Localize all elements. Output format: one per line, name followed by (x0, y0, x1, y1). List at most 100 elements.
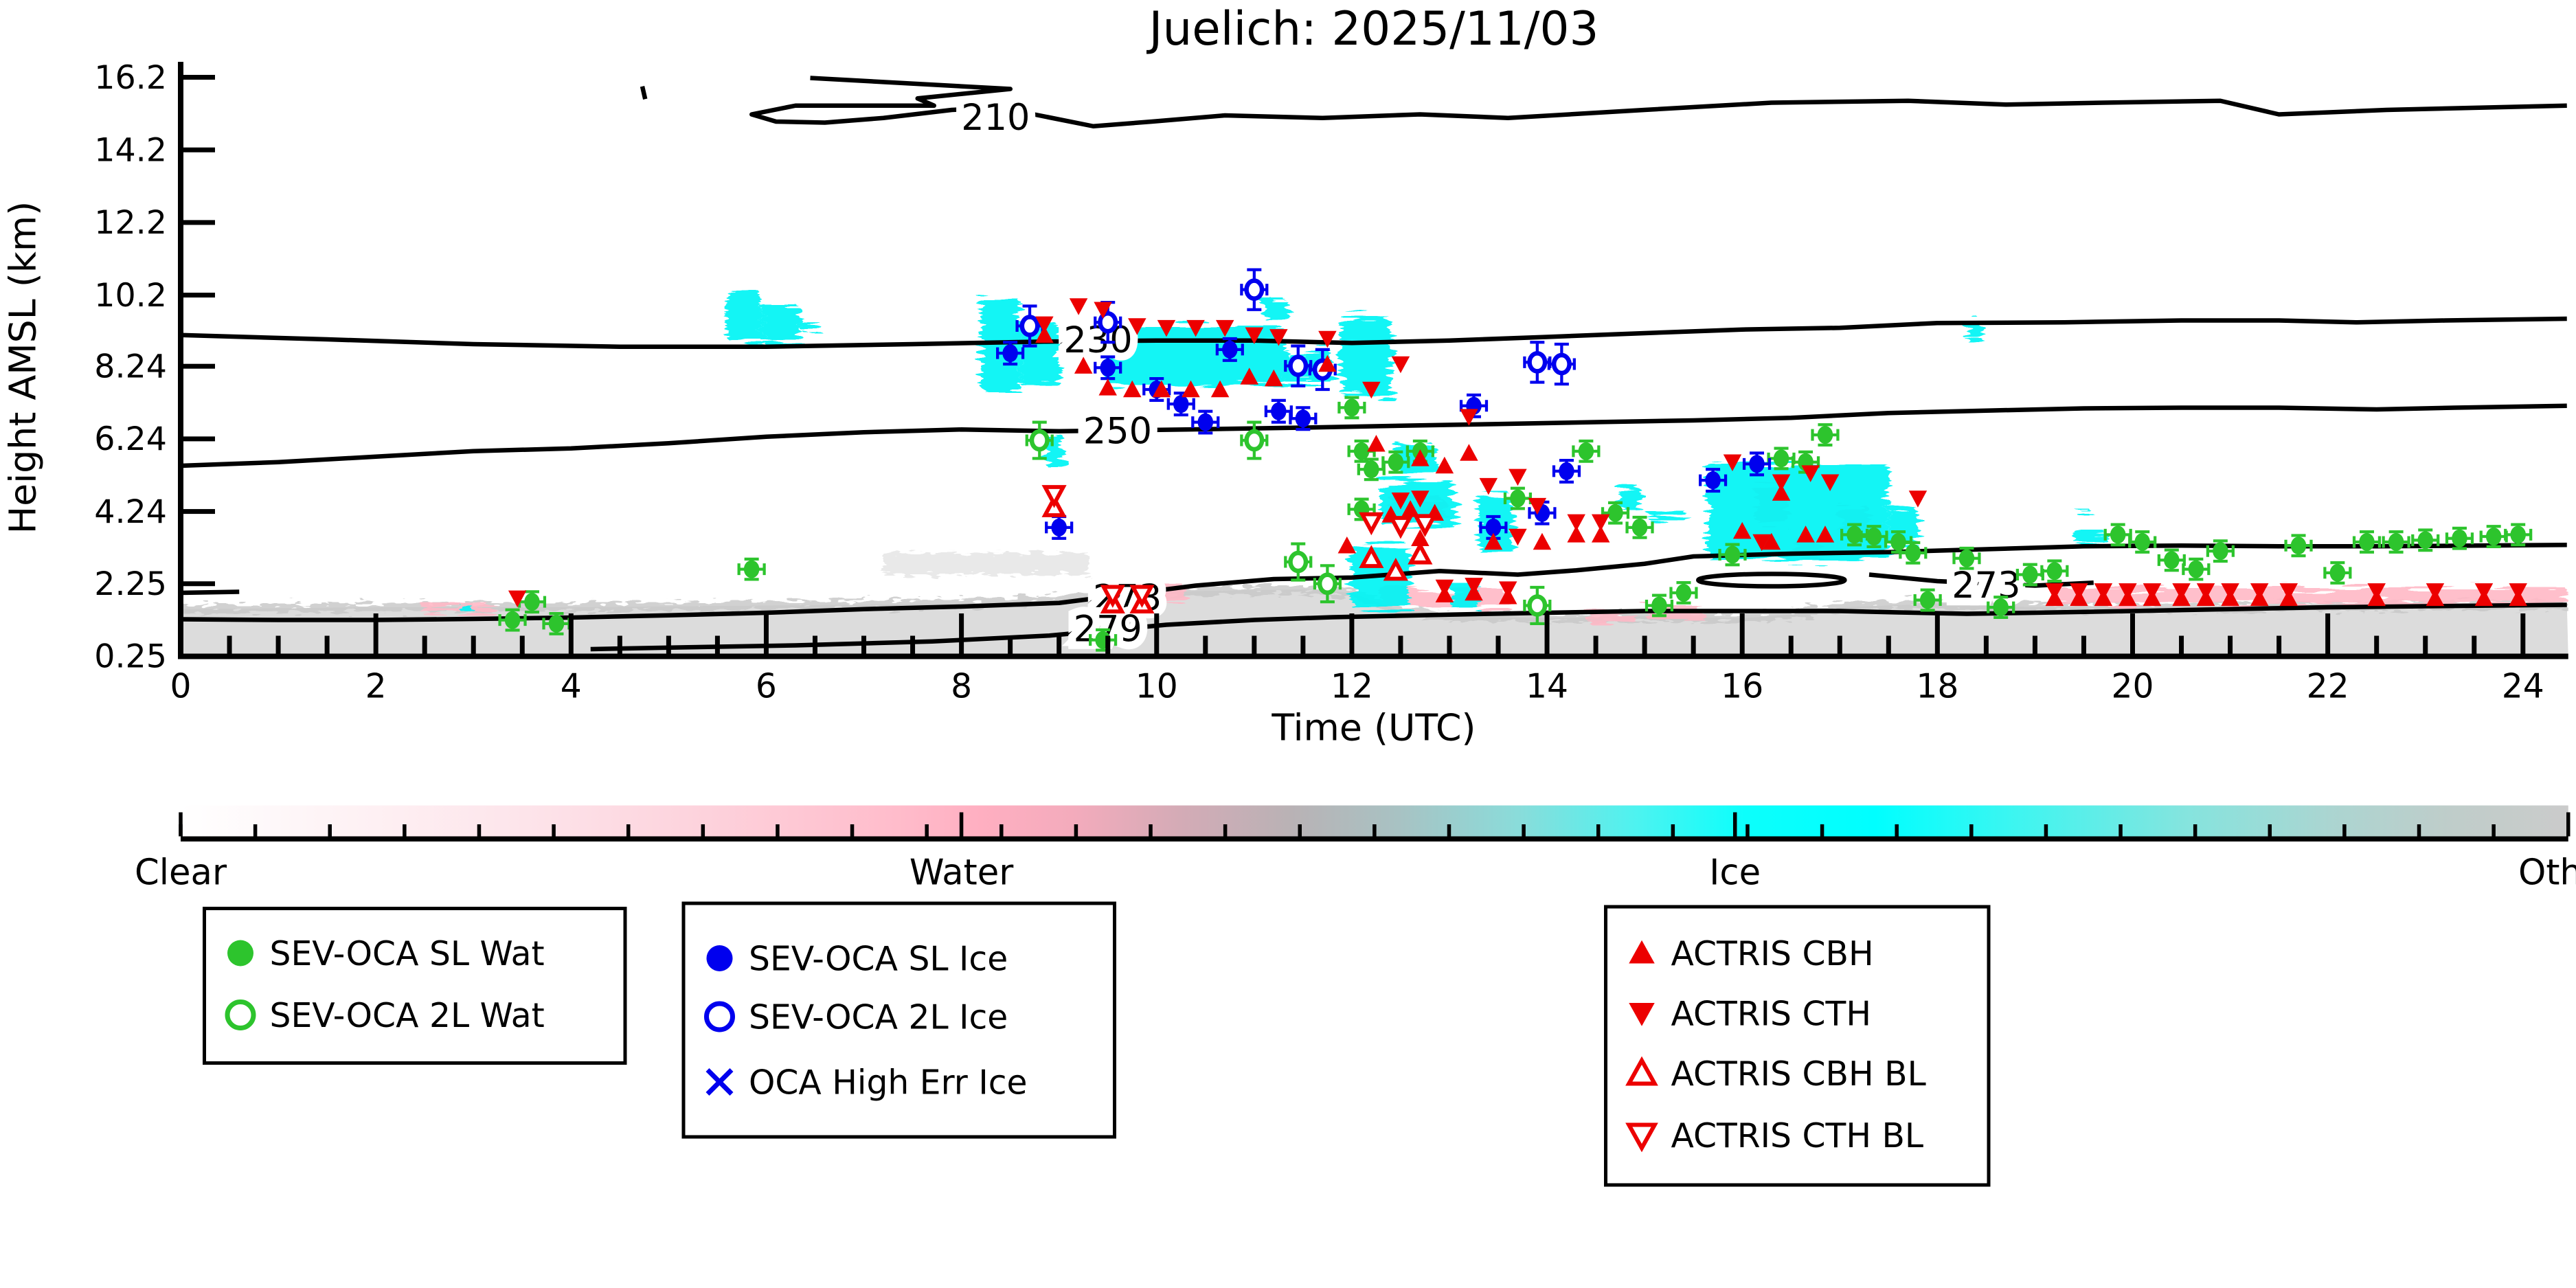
x-tick-minor (1886, 635, 1891, 657)
colorbar-tick-minor (1223, 824, 1228, 837)
x-tick-minor (324, 635, 330, 657)
y-tick (181, 436, 215, 442)
x-tick-minor (2374, 635, 2380, 657)
series-actris-cth (508, 298, 2527, 608)
region-ice (727, 291, 762, 341)
cth-bl-marker-icon (1623, 1116, 1661, 1154)
x-tick-label: 4 (561, 668, 582, 706)
axes: 16.214.212.210.28.246.244.242.250.250 2 4 6… (94, 59, 2568, 706)
x-tick-label: 0 (170, 668, 191, 706)
x-tick-label: 12 (1331, 668, 1373, 706)
x-tick-minor (1008, 635, 1013, 657)
contour-label-273: 273 (1952, 565, 2020, 607)
x-tick-minor (1252, 635, 1257, 657)
contour-273 (180, 589, 240, 596)
y-tick (181, 363, 215, 369)
colorbar-tick-minor (2417, 824, 2421, 837)
x-tick-label: 14 (1526, 668, 1568, 706)
colorbar-tick-minor (1895, 824, 1899, 837)
2l-ice-marker-icon (701, 998, 738, 1036)
colorbar-tick-minor (477, 824, 482, 837)
y-tick (181, 581, 215, 587)
colorbar-tick-minor (1447, 824, 1451, 837)
legend-box-actris: ACTRIS CBH ACTRIS CTH ACTRIS CBH BL ACTR… (1604, 905, 1991, 1187)
colorbar-tick-minor (1149, 824, 1153, 837)
colorbar-tick-minor (2342, 824, 2347, 837)
legend-item-sl-wat: SEV-OCA SL Wat (222, 934, 545, 973)
x-tick-minor (1691, 635, 1696, 657)
colorbar-tick-minor (328, 824, 332, 837)
colorbar-tick-minor (403, 824, 407, 837)
y-axis-spine (178, 62, 183, 659)
colorbar-label: Other (2518, 852, 2576, 894)
region-ice (458, 605, 474, 611)
colorbar-label: Ice (1709, 852, 1761, 894)
colorbar-tick-minor (999, 824, 1004, 837)
legend-item-high-err-ice: OCA High Err Ice (701, 1062, 1028, 1102)
x-axis-label: Time (UTC) (1272, 708, 1476, 751)
x-tick-major (1349, 613, 1355, 657)
x-tick-minor (1837, 635, 1842, 657)
y-axis-label: Height AMSL (km) (2, 201, 46, 534)
region-ice (1649, 512, 1689, 522)
x-tick-minor (1447, 635, 1452, 657)
colorbar-tick-minor (2268, 824, 2272, 837)
x-tick-major (373, 613, 379, 657)
x-tick-label: 16 (1721, 668, 1763, 706)
region-ice (800, 320, 820, 332)
x-tick-label: 18 (1916, 668, 1958, 706)
y-tick-label: 10.2 (94, 277, 167, 315)
x-tick-major (959, 613, 964, 657)
y-tick-label: 6.24 (94, 420, 167, 458)
x-tick-minor (1300, 635, 1306, 657)
colorbar-tick-minor (2492, 824, 2496, 837)
legend-label: OCA High Err Ice (749, 1062, 1028, 1102)
legend-label: ACTRIS CBH (1671, 933, 1874, 973)
x-tick-minor (861, 635, 867, 657)
x-axis-spine (178, 653, 2568, 659)
cth-marker-icon (1623, 995, 1661, 1032)
legend-item-sl-ice: SEV-OCA SL Ice (701, 938, 1008, 978)
x-tick-major (568, 613, 574, 657)
legend-label: SEV-OCA 2L Wat (269, 995, 545, 1035)
colorbar-tick-minor (2044, 824, 2048, 837)
colorbar-tick-minor (850, 824, 855, 837)
x-tick-major (1739, 613, 1745, 657)
legend-item-cth-bl: ACTRIS CTH BL (1623, 1116, 1923, 1155)
legend-item-cth: ACTRIS CTH (1623, 993, 1871, 1033)
y-tick-label: 12.2 (94, 204, 167, 242)
contour-210 (1029, 98, 2567, 128)
y-tick-label: 0.25 (94, 638, 167, 676)
x-tick-minor (422, 635, 427, 657)
x-tick-major (1544, 613, 1550, 657)
x-tick-label: 24 (2502, 668, 2544, 706)
colorbar-axis (181, 836, 2568, 841)
x-tick-label: 6 (756, 668, 777, 706)
colorbar-tick-minor (1372, 824, 1377, 837)
x-tick-label: 2 (365, 668, 387, 706)
x-tick-minor (812, 635, 817, 657)
colorbar-tick-minor (1522, 824, 1526, 837)
x-tick-minor (910, 635, 916, 657)
colorbar-label: Water (909, 852, 1014, 894)
region-ice (761, 306, 801, 343)
legend-item-2l-ice: SEV-OCA 2L Ice (701, 997, 1008, 1037)
cbh-marker-icon (1623, 934, 1661, 972)
x-tick-major (1154, 613, 1160, 657)
y-tick-label: 8.24 (94, 348, 167, 385)
x-tick-minor (2179, 635, 2184, 657)
legend-label: SEV-OCA SL Ice (749, 938, 1008, 978)
series-sev-oca-2l-ice (1015, 268, 1576, 392)
colorbar-tick-major (1732, 812, 1737, 837)
x-tick-minor (519, 635, 525, 657)
x-tick-major (2520, 613, 2526, 657)
y-tick (181, 147, 215, 152)
y-tick (181, 220, 215, 225)
legend-box-water: SEV-OCA SL Wat SEV-OCA 2L Wat (203, 907, 627, 1065)
x-tick-minor (2032, 635, 2037, 657)
x-tick-minor (2276, 635, 2282, 657)
contour-210 (640, 86, 648, 100)
x-tick-label: 10 (1136, 668, 1178, 706)
